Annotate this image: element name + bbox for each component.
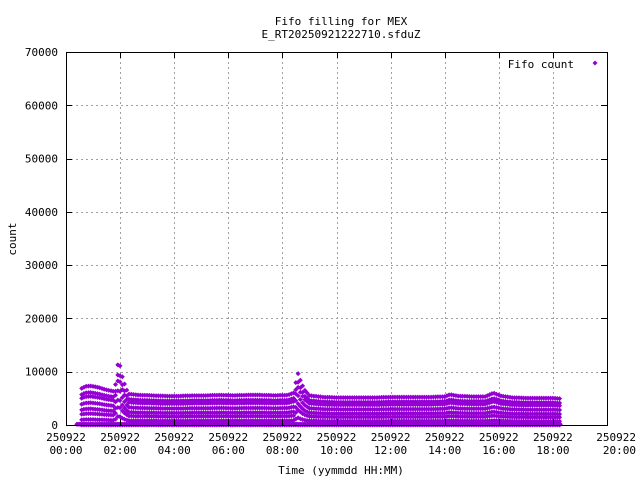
x-tick-label-date: 250922	[46, 431, 86, 444]
tick-layer: 0 10000 20000 30000 40000 50000 60000 70000 2509…	[25, 46, 636, 457]
legend-label: Fifo count	[508, 58, 574, 71]
x-tick-label-date: 250922	[317, 431, 357, 444]
x-tick-label-time: 14:00	[428, 444, 461, 457]
data-point	[119, 402, 125, 408]
x-tick-label-date: 250922	[208, 431, 248, 444]
x-tick-label-time: 04:00	[158, 444, 191, 457]
y-tick-label: 30000	[25, 259, 58, 272]
data-point	[117, 363, 123, 369]
y-tick-label: 60000	[25, 99, 58, 112]
data-point	[557, 414, 563, 420]
x-tick-label-time: 02:00	[104, 444, 137, 457]
x-tick-label-date: 250922	[533, 431, 573, 444]
x-tick-label-date: 250922	[154, 431, 194, 444]
x-axis-label: Time (yymmdd HH:MM)	[278, 464, 404, 477]
data-point	[557, 403, 563, 409]
chart-title: Fifo filling for MEX	[275, 15, 408, 28]
data-point	[300, 383, 306, 389]
y-tick-label: 40000	[25, 206, 58, 219]
x-tick-label-time: 06:00	[212, 444, 245, 457]
x-tick-label-time: 00:00	[49, 444, 82, 457]
y-tick-label: 10000	[25, 366, 58, 379]
data-point	[297, 377, 303, 383]
data-point	[113, 392, 118, 398]
data-point	[113, 410, 118, 416]
data-point	[117, 405, 123, 411]
x-tick-label-time: 12:00	[374, 444, 407, 457]
legend-marker	[592, 60, 598, 66]
data-point	[293, 398, 299, 404]
data-point	[117, 379, 123, 385]
data-point	[557, 396, 563, 402]
x-tick-label-time: 16:00	[482, 444, 515, 457]
y-axis-label: count	[6, 222, 19, 255]
grid-layer	[66, 52, 607, 425]
data-point	[291, 413, 297, 419]
data-point	[295, 371, 301, 377]
data-point	[295, 393, 301, 399]
x-tick-label-time: 08:00	[266, 444, 299, 457]
y-tick-label: 20000	[25, 312, 58, 325]
x-tick-label-time: 20:00	[603, 444, 636, 457]
y-tick-label: 50000	[25, 153, 58, 166]
legend: Fifo count	[508, 58, 598, 71]
x-tick-label-time: 10:00	[320, 444, 353, 457]
x-tick-label-date: 250922	[479, 431, 519, 444]
data-point	[124, 387, 130, 393]
data-point	[297, 397, 303, 402]
x-tick-label-time: 18:00	[536, 444, 569, 457]
data-point	[117, 398, 123, 403]
data-point	[122, 381, 127, 387]
y-tick-label: 70000	[25, 46, 58, 59]
y-tick-label: 0	[51, 419, 58, 432]
x-tick-label-date: 250922	[263, 431, 303, 444]
data-point	[119, 374, 125, 380]
data-point	[557, 400, 563, 406]
chart-subtitle: E_RT20250921222710.sfduZ	[262, 28, 421, 41]
x-tick-label-date: 250922	[425, 431, 465, 444]
data-point	[113, 382, 118, 387]
data-point	[557, 411, 563, 417]
x-tick-label-date: 250922	[100, 431, 140, 444]
x-tick-label-date: 250922	[596, 431, 636, 444]
x-tick-label-date: 250922	[371, 431, 411, 444]
data-point	[113, 416, 118, 422]
data-point	[557, 407, 563, 413]
